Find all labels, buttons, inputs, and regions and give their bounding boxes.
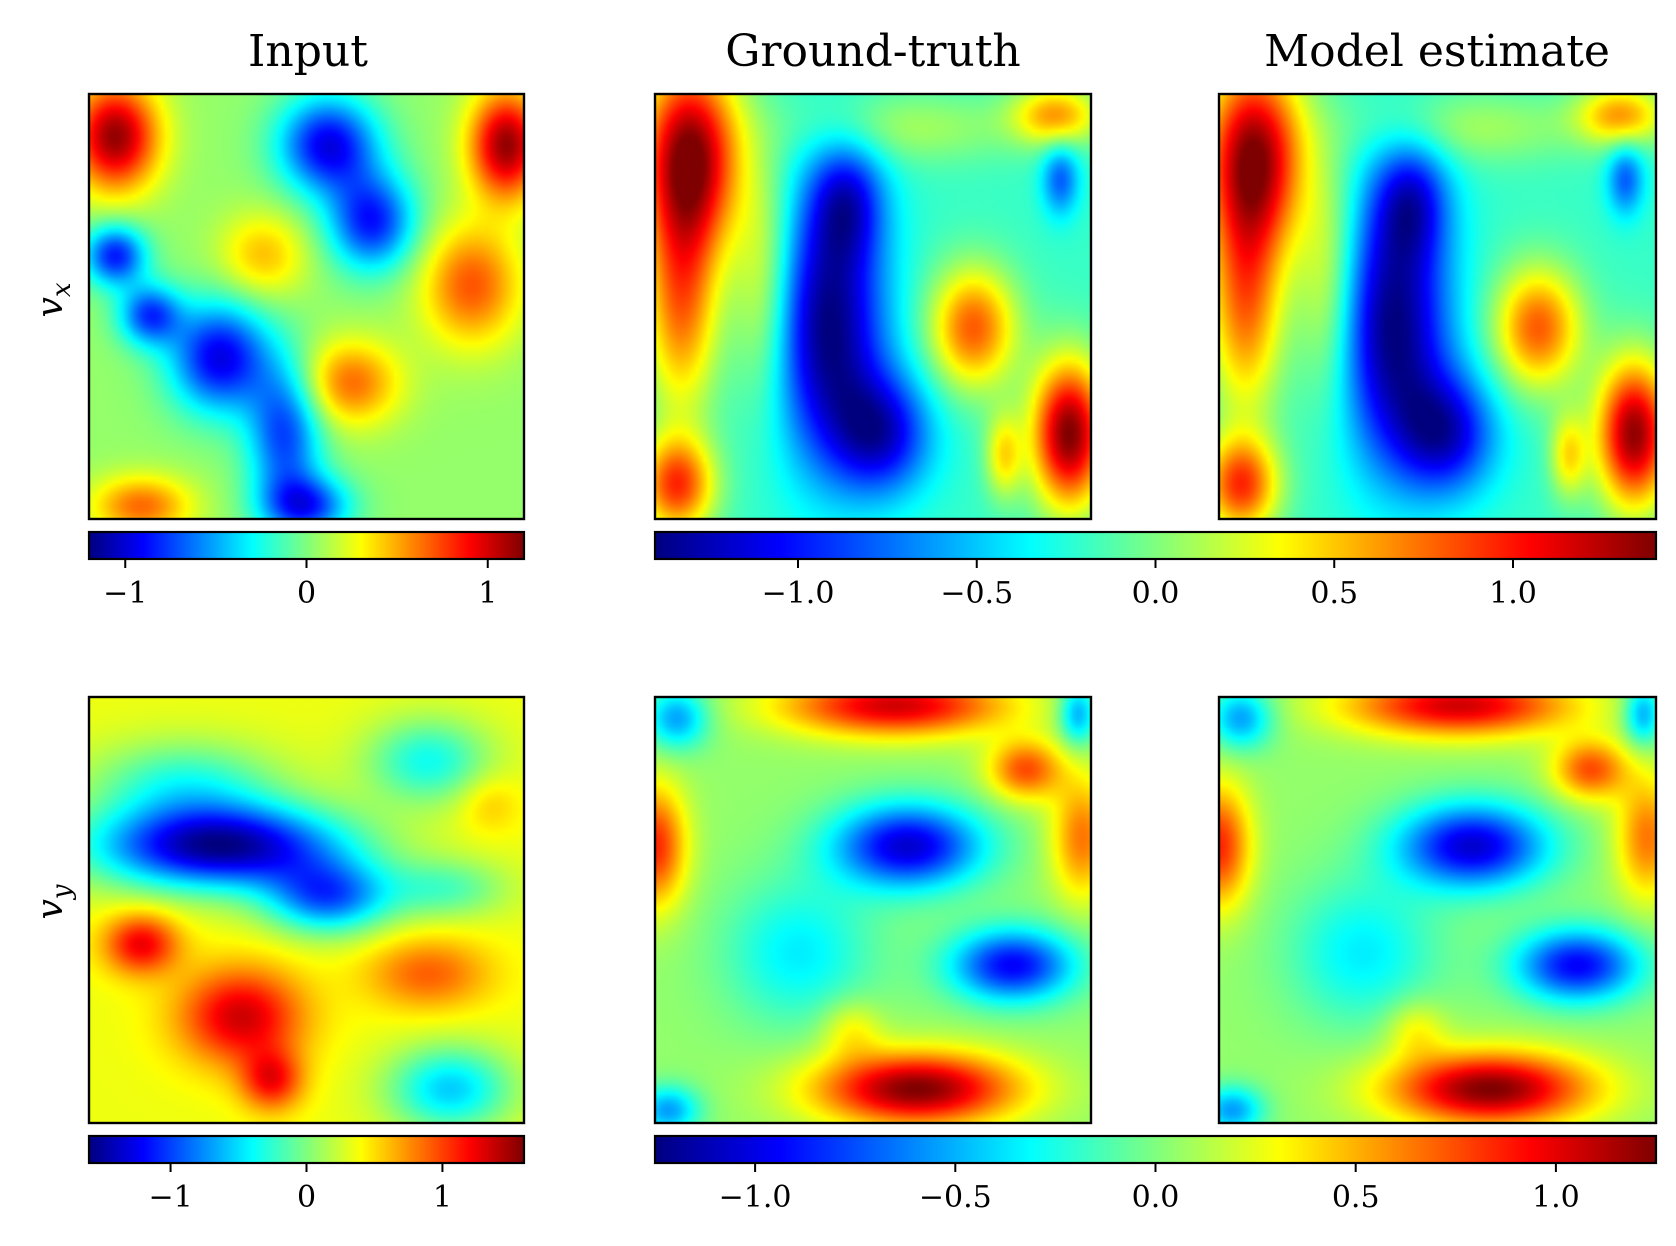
colorbar-tick-label: −0.5 [940,576,1013,611]
heatmap-ground-truth-vx [655,94,1091,519]
frame-layer [87,92,1658,1125]
heatmap-input-vy-frame [87,695,526,1125]
colorbar-tick-label: −1.0 [719,1180,792,1215]
row-label-vy-subscript: y [47,884,77,900]
colorbar-tick-label: −1.0 [762,576,835,611]
colorbar-tick-label: −1 [148,1180,192,1215]
heatmap-input-vx [89,94,524,519]
column-title-model-estimate: Model estimate [1264,26,1610,77]
colorbar-tick-label: 1.0 [1489,576,1537,611]
heatmap-input-vy [89,697,524,1123]
colorbar-tick-label: 1.0 [1532,1180,1580,1215]
colorbar-tick-label: −0.5 [919,1180,992,1215]
heatmap-ground-truth-vy [655,697,1091,1123]
colorbar-tick-label: 0 [297,576,316,611]
heatmap-model-estimate-vx [1219,94,1656,519]
heatmap-input-vx-frame [87,92,526,521]
colorbar-tick-label: 0.5 [1332,1180,1380,1215]
colorbar-tick-label: 0.0 [1132,576,1180,611]
heatmap-model-estimate-vx-frame [1217,92,1658,521]
column-title-ground-truth: Ground-truth [725,26,1020,77]
colorbar-gradient [87,1134,526,1165]
colorbar-tick-label: 1 [433,1180,452,1215]
colorbar-tick-label: 1 [478,576,497,611]
colorbar-gradient [87,530,526,561]
colorbar-layer: −1 0 1 −1.0 −0.5 0.0 0.5 1.0 −1 0 1 −1.0 −0.5 0.0 0.5 1… [87,530,1658,1215]
colorbar-gradient [653,530,1658,561]
colorbar-ground-truth-vy: −1.0 −0.5 0.0 0.5 1.0 [653,1134,1658,1215]
heatmap-model-estimate-vy-frame [1217,695,1658,1125]
heatmap-ground-truth-vy-frame [653,695,1093,1125]
heatmap-model-estimate-vy [1219,697,1656,1123]
row-label-vy-base: v [30,899,71,919]
row-label-vx-base: v [30,297,71,317]
colorbar-tick-label: 0.5 [1310,576,1358,611]
colorbar-ground-truth-vx: −1.0 −0.5 0.0 0.5 1.0 [653,530,1658,611]
colorbar-tick-label: 0 [297,1180,316,1215]
row-label-vx: vx [30,282,77,317]
heatmap-layer [89,94,1656,1123]
row-label-vx-subscript: x [47,282,77,297]
row-label-vy: vy [30,884,77,919]
colorbar-gradient [653,1134,1658,1165]
colorbar-tick-label: −1 [103,576,147,611]
column-title-input: Input [248,26,368,77]
colorbar-tick-label: 0.0 [1132,1180,1180,1215]
colorbar-input-vx: −1 0 1 [87,530,526,611]
colorbar-input-vy: −1 0 1 [87,1134,526,1215]
heatmap-ground-truth-vx-frame [653,92,1093,521]
